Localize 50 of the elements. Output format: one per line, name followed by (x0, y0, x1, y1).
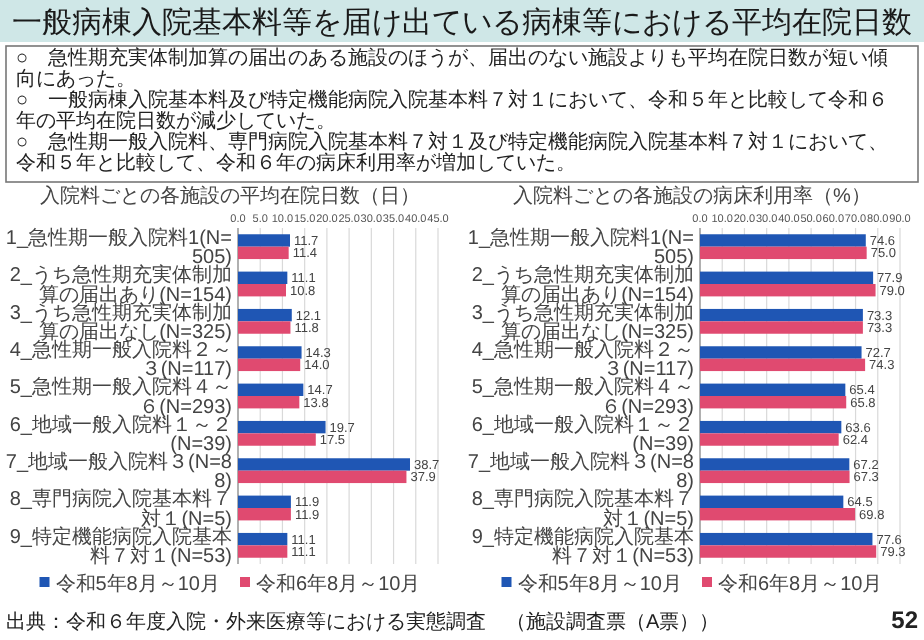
bar (700, 470, 850, 484)
text: ○ 一般病棟入院基本料及び特定機能病院入院基本料７対１において、令和５年と比較して令和６年の平均在院日数が減少していた。 (16, 88, 889, 133)
bar (700, 458, 850, 471)
bar (700, 234, 866, 247)
bar (238, 396, 300, 409)
bar (238, 458, 410, 471)
bar (700, 545, 877, 558)
text: 52 (891, 606, 919, 634)
source-note: 出典：令和６年度入院・外来医療等における実態調査 （施設調査票（A票）） (6, 610, 720, 634)
bar (238, 246, 289, 260)
bar (700, 508, 856, 521)
bar (700, 396, 847, 409)
bar (238, 383, 304, 396)
bar (238, 284, 286, 297)
bar (238, 508, 291, 521)
legend-label: 令和5年8月～10月 (55, 572, 220, 596)
bar (700, 321, 863, 334)
chart-title: 入院料ごとの各施設の病床利用率（%） (513, 184, 871, 208)
bar (700, 271, 874, 284)
bar (700, 495, 844, 508)
bar (238, 545, 288, 558)
bar (238, 470, 407, 484)
y-tick-label: 9_特定機能病院入院基本料７対１(N=53) (9, 524, 232, 568)
bar (238, 433, 316, 446)
bar (700, 284, 876, 297)
bar (700, 433, 839, 446)
bar (238, 532, 288, 546)
chart-title: 入院料ごとの各施設の平均在院日数（日） (40, 184, 420, 208)
bar (238, 234, 290, 247)
bar (700, 308, 863, 322)
text: 一般病棟入院基本料等を届け出ている病棟等における平均在院日数 (12, 6, 912, 40)
text: ○ 急性期充実体制加算の届出のある施設のほうが、届出のない施設よりも平均在院日数が短い傾向にあった。 (16, 46, 889, 91)
legend-label: 令和6年8月～10月 (256, 572, 421, 596)
legend-label: 令和6年8月～10月 (718, 572, 883, 596)
bar (700, 346, 862, 359)
bar (700, 420, 842, 434)
bar (238, 495, 291, 508)
bar (238, 321, 291, 334)
bar (700, 246, 867, 260)
bar (238, 420, 326, 434)
y-tick-label: 9_特定機能病院入院基本料７対１(N=53) (471, 524, 694, 568)
legend-label: 令和5年8月～10月 (517, 572, 682, 596)
bar (238, 308, 292, 322)
bar (238, 358, 301, 372)
bar (238, 346, 302, 359)
bar (700, 383, 846, 396)
bar (700, 358, 866, 372)
text: ○ 急性期一般入院料、専門病院入院基本料７対１及び特定機能病院入院基本料７対１において、令和５年と比較して、令和６年の病床利用率が増加していた。 (16, 130, 889, 175)
bar (238, 271, 288, 284)
bar (700, 532, 873, 546)
